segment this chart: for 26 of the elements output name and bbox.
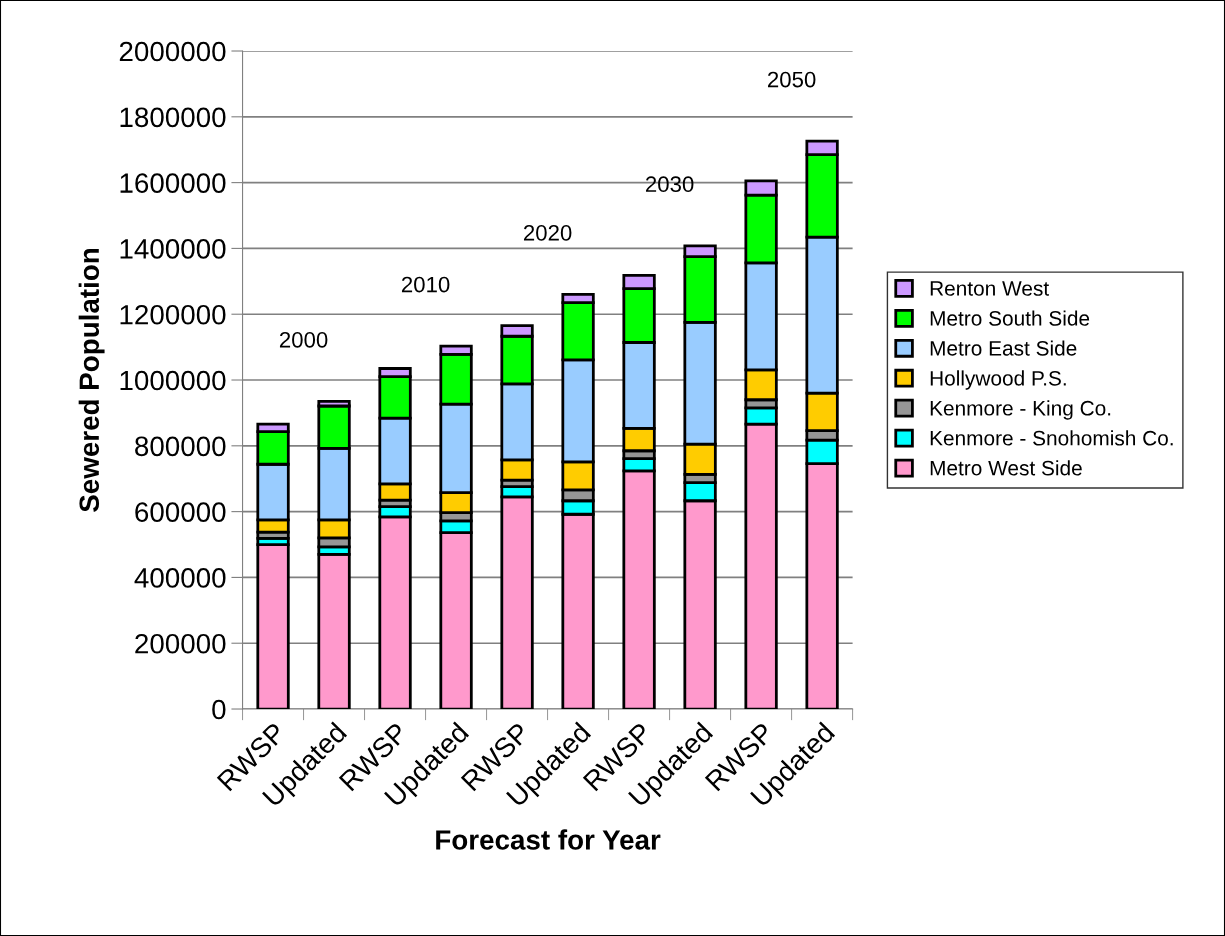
y-tick-label: 800000 xyxy=(135,436,226,457)
bar xyxy=(256,543,290,710)
legend-label: Metro South Side xyxy=(930,310,1090,326)
annotation: 2050 xyxy=(768,71,816,88)
legend-label: Hollywood P.S. xyxy=(930,370,1066,390)
y-tick-label: 600000 xyxy=(135,502,226,522)
x-axis-title: Forecast for Year xyxy=(436,829,661,850)
legend-label: Metro West Side xyxy=(930,460,1082,476)
legend-label: Metro East Side xyxy=(930,340,1077,356)
legend-label: Kenmore - Snohomish Co. xyxy=(930,430,1173,446)
annotation: 2020 xyxy=(523,225,572,241)
legend-label: Kenmore - King Co. xyxy=(930,400,1111,420)
annotation: 2010 xyxy=(401,276,450,293)
y-tick-label: 1000000 xyxy=(120,370,226,391)
y-tick-label: 1200000 xyxy=(120,304,226,325)
y-axis-title: Sewered Population xyxy=(78,248,105,512)
y-tick-label: 2000000 xyxy=(119,41,226,62)
y-tick-label: 1600000 xyxy=(120,173,226,193)
y-tick-label: 1800000 xyxy=(120,107,226,128)
y-tick-label: 400000 xyxy=(134,568,226,588)
annotation: 2030 xyxy=(645,176,694,193)
y-tick-label: 1400000 xyxy=(120,239,226,259)
legend-label: Renton West xyxy=(930,281,1049,296)
y-tick-label: 200000 xyxy=(135,633,226,654)
y-tick-label: 0 xyxy=(212,699,226,720)
annotation: 2000 xyxy=(279,331,328,348)
